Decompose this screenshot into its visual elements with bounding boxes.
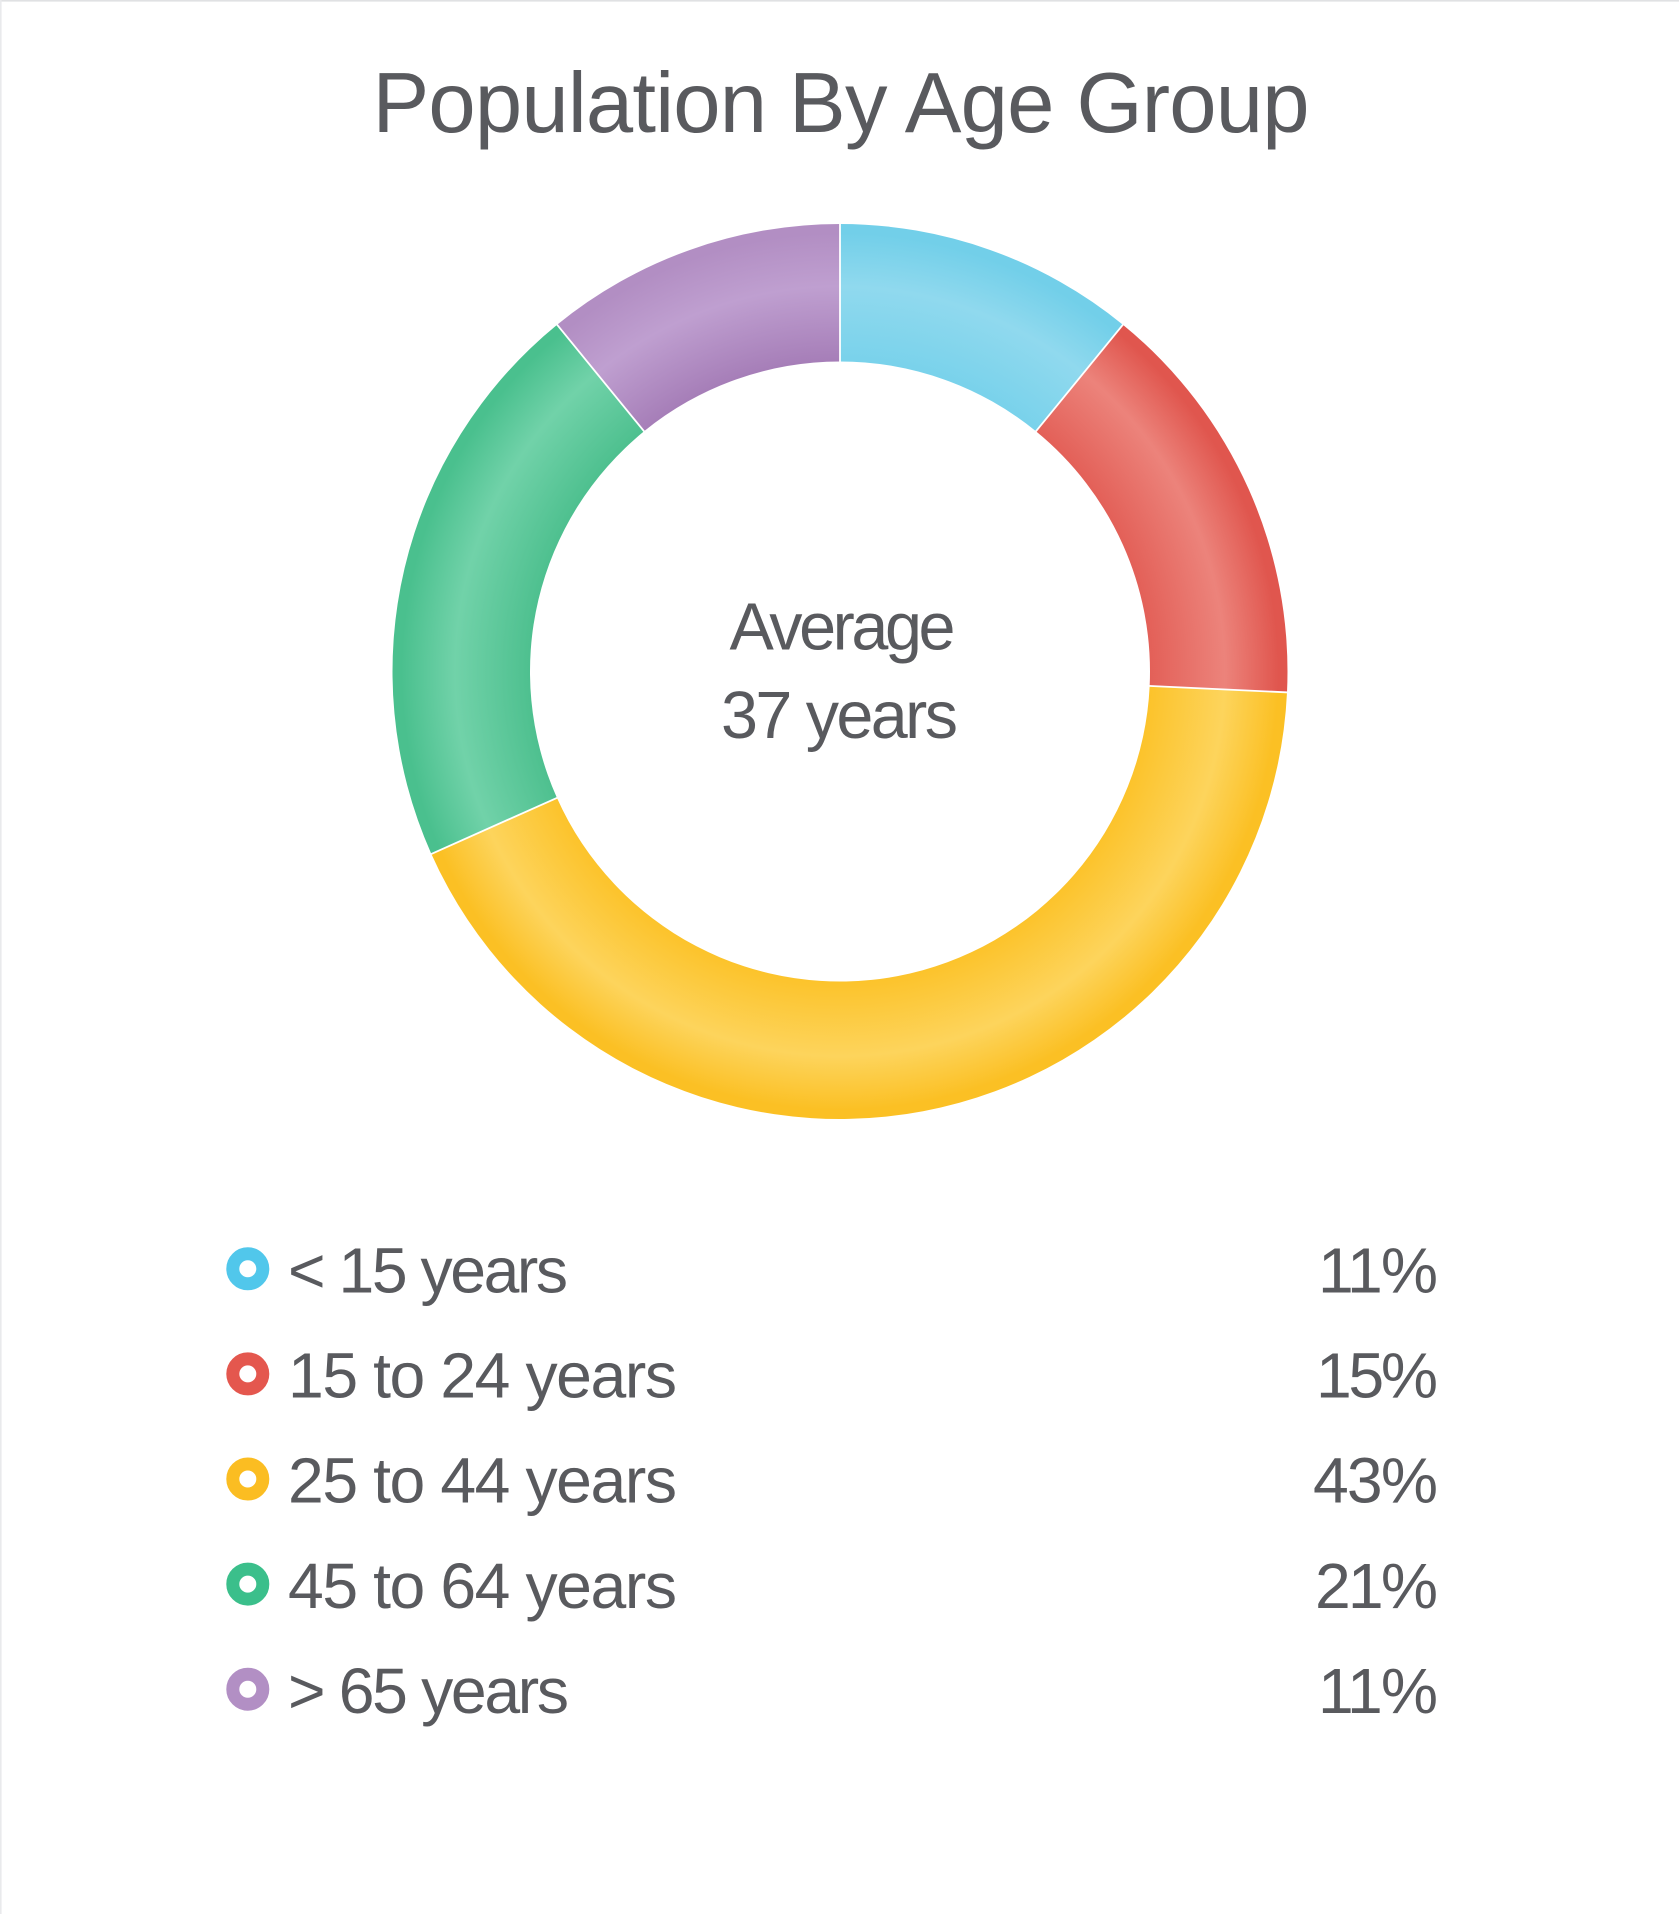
svg-text:43%: 43% — [1313, 1445, 1438, 1517]
svg-text:11%: 11% — [1318, 1235, 1438, 1307]
svg-text:> 65 years: > 65 years — [288, 1655, 569, 1727]
svg-text:< 15 years: < 15 years — [288, 1235, 568, 1307]
svg-text:Average: Average — [730, 591, 956, 665]
svg-text:Population By Age Group: Population By Age Group — [373, 56, 1310, 151]
svg-text:21%: 21% — [1315, 1550, 1438, 1622]
svg-text:45 to 64 years: 45 to 64 years — [288, 1550, 677, 1622]
svg-text:11%: 11% — [1318, 1655, 1438, 1727]
svg-text:15%: 15% — [1316, 1340, 1438, 1412]
svg-text:15 to 24 years: 15 to 24 years — [288, 1340, 677, 1412]
svg-text:25 to 44 years: 25 to 44 years — [288, 1445, 677, 1517]
svg-text:37 years: 37 years — [721, 679, 958, 753]
